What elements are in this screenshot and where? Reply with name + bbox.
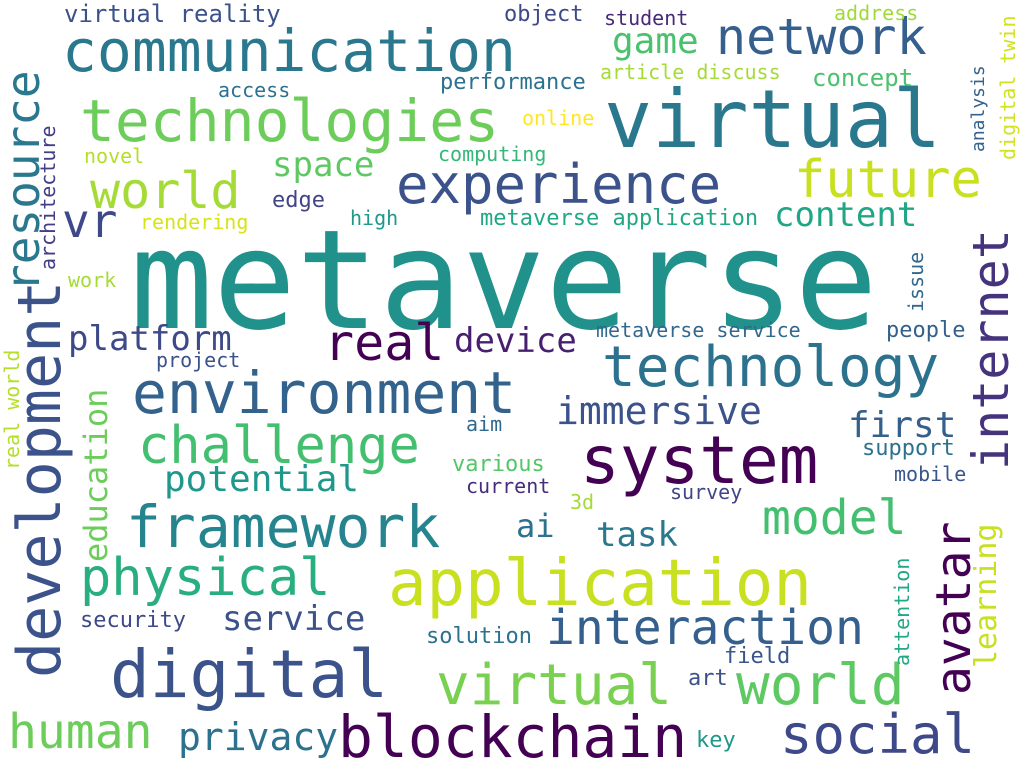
word-technologies: technologies <box>80 87 500 155</box>
word-metaverse-application: metaverse application <box>480 206 759 231</box>
word-issue: issue <box>904 251 928 312</box>
word-attention: attention <box>890 557 914 666</box>
word-immersive: immersive <box>556 389 762 433</box>
word-communication: communication <box>62 17 516 85</box>
word-education: education <box>77 388 115 562</box>
word-virtual-reality: virtual reality <box>64 0 281 28</box>
word-world: world <box>90 162 241 220</box>
word-learning: learning <box>969 523 1004 669</box>
word-digital-twin: digital twin <box>996 15 1020 161</box>
word-physical: physical <box>80 548 331 608</box>
word-interaction: interaction <box>546 600 864 656</box>
word-concept: concept <box>812 64 914 92</box>
word-edge: edge <box>272 188 325 213</box>
word-access: access <box>218 78 291 102</box>
word-digital: digital <box>110 636 389 713</box>
word-novel: novel <box>84 144 145 168</box>
word-ai: ai <box>516 507 555 545</box>
word-environment: environment <box>132 359 517 427</box>
word-device: device <box>454 321 577 361</box>
word-aim: aim <box>466 412 503 436</box>
word-task: task <box>596 515 678 555</box>
word-rendering: rendering <box>140 210 249 234</box>
word-development: development <box>5 280 75 678</box>
word-performance: performance <box>440 70 586 95</box>
word-application: application <box>388 547 812 621</box>
word-3d: 3d <box>570 490 595 514</box>
word-support: support <box>862 436 955 461</box>
word-metaverse-service: metaverse service <box>596 318 801 342</box>
word-address: address <box>834 1 919 25</box>
word-internet: internet <box>962 229 1020 470</box>
word-system: system <box>580 422 819 499</box>
word-future: future <box>794 150 982 210</box>
word-computing: computing <box>438 142 547 166</box>
word-article-discuss: article discuss <box>600 60 781 84</box>
word-mobile: mobile <box>894 462 967 486</box>
word-blockchain: blockchain <box>338 703 688 768</box>
word-art: art <box>688 666 728 691</box>
word-security: security <box>80 608 186 633</box>
word-social: social <box>780 703 976 766</box>
word-solution: solution <box>426 624 532 649</box>
word-first: first <box>848 405 957 446</box>
word-online: online <box>522 106 595 130</box>
word-student: student <box>604 6 689 30</box>
word-object: object <box>504 2 584 27</box>
word-analysis: analysis <box>968 65 989 152</box>
word-virtual: virtual <box>604 73 942 166</box>
word-challenge: challenge <box>138 416 420 476</box>
word-model: model <box>762 490 907 546</box>
word-project: project <box>156 348 241 372</box>
word-vr: vr <box>62 194 118 248</box>
word-various: various <box>452 452 545 477</box>
word-real-world: real world <box>0 349 24 470</box>
word-framework: framework <box>126 493 441 561</box>
word-service: service <box>222 599 366 639</box>
word-metaverse: metaverse <box>130 200 878 361</box>
word-human: human <box>8 704 153 760</box>
word-game: game <box>612 21 699 62</box>
word-experience: experience <box>396 153 722 216</box>
word-virtual: virtual <box>436 653 673 718</box>
word-real: real <box>324 314 445 372</box>
word-people: people <box>886 318 966 343</box>
word-current: current <box>466 474 551 498</box>
word-architecture: architecture <box>36 125 60 271</box>
word-high: high <box>350 206 399 230</box>
word-key: key <box>696 728 736 753</box>
word-survey: survey <box>670 480 743 504</box>
word-technology: technology <box>602 335 940 400</box>
word-field: field <box>724 644 791 669</box>
word-privacy: privacy <box>178 715 339 759</box>
word-work: work <box>68 268 117 292</box>
word-network: network <box>716 8 927 66</box>
word-world: world <box>736 653 905 718</box>
word-potential: potential <box>164 459 360 500</box>
word-platform: platform <box>68 319 232 359</box>
word-space: space <box>272 145 375 185</box>
word-content: content <box>774 195 918 235</box>
